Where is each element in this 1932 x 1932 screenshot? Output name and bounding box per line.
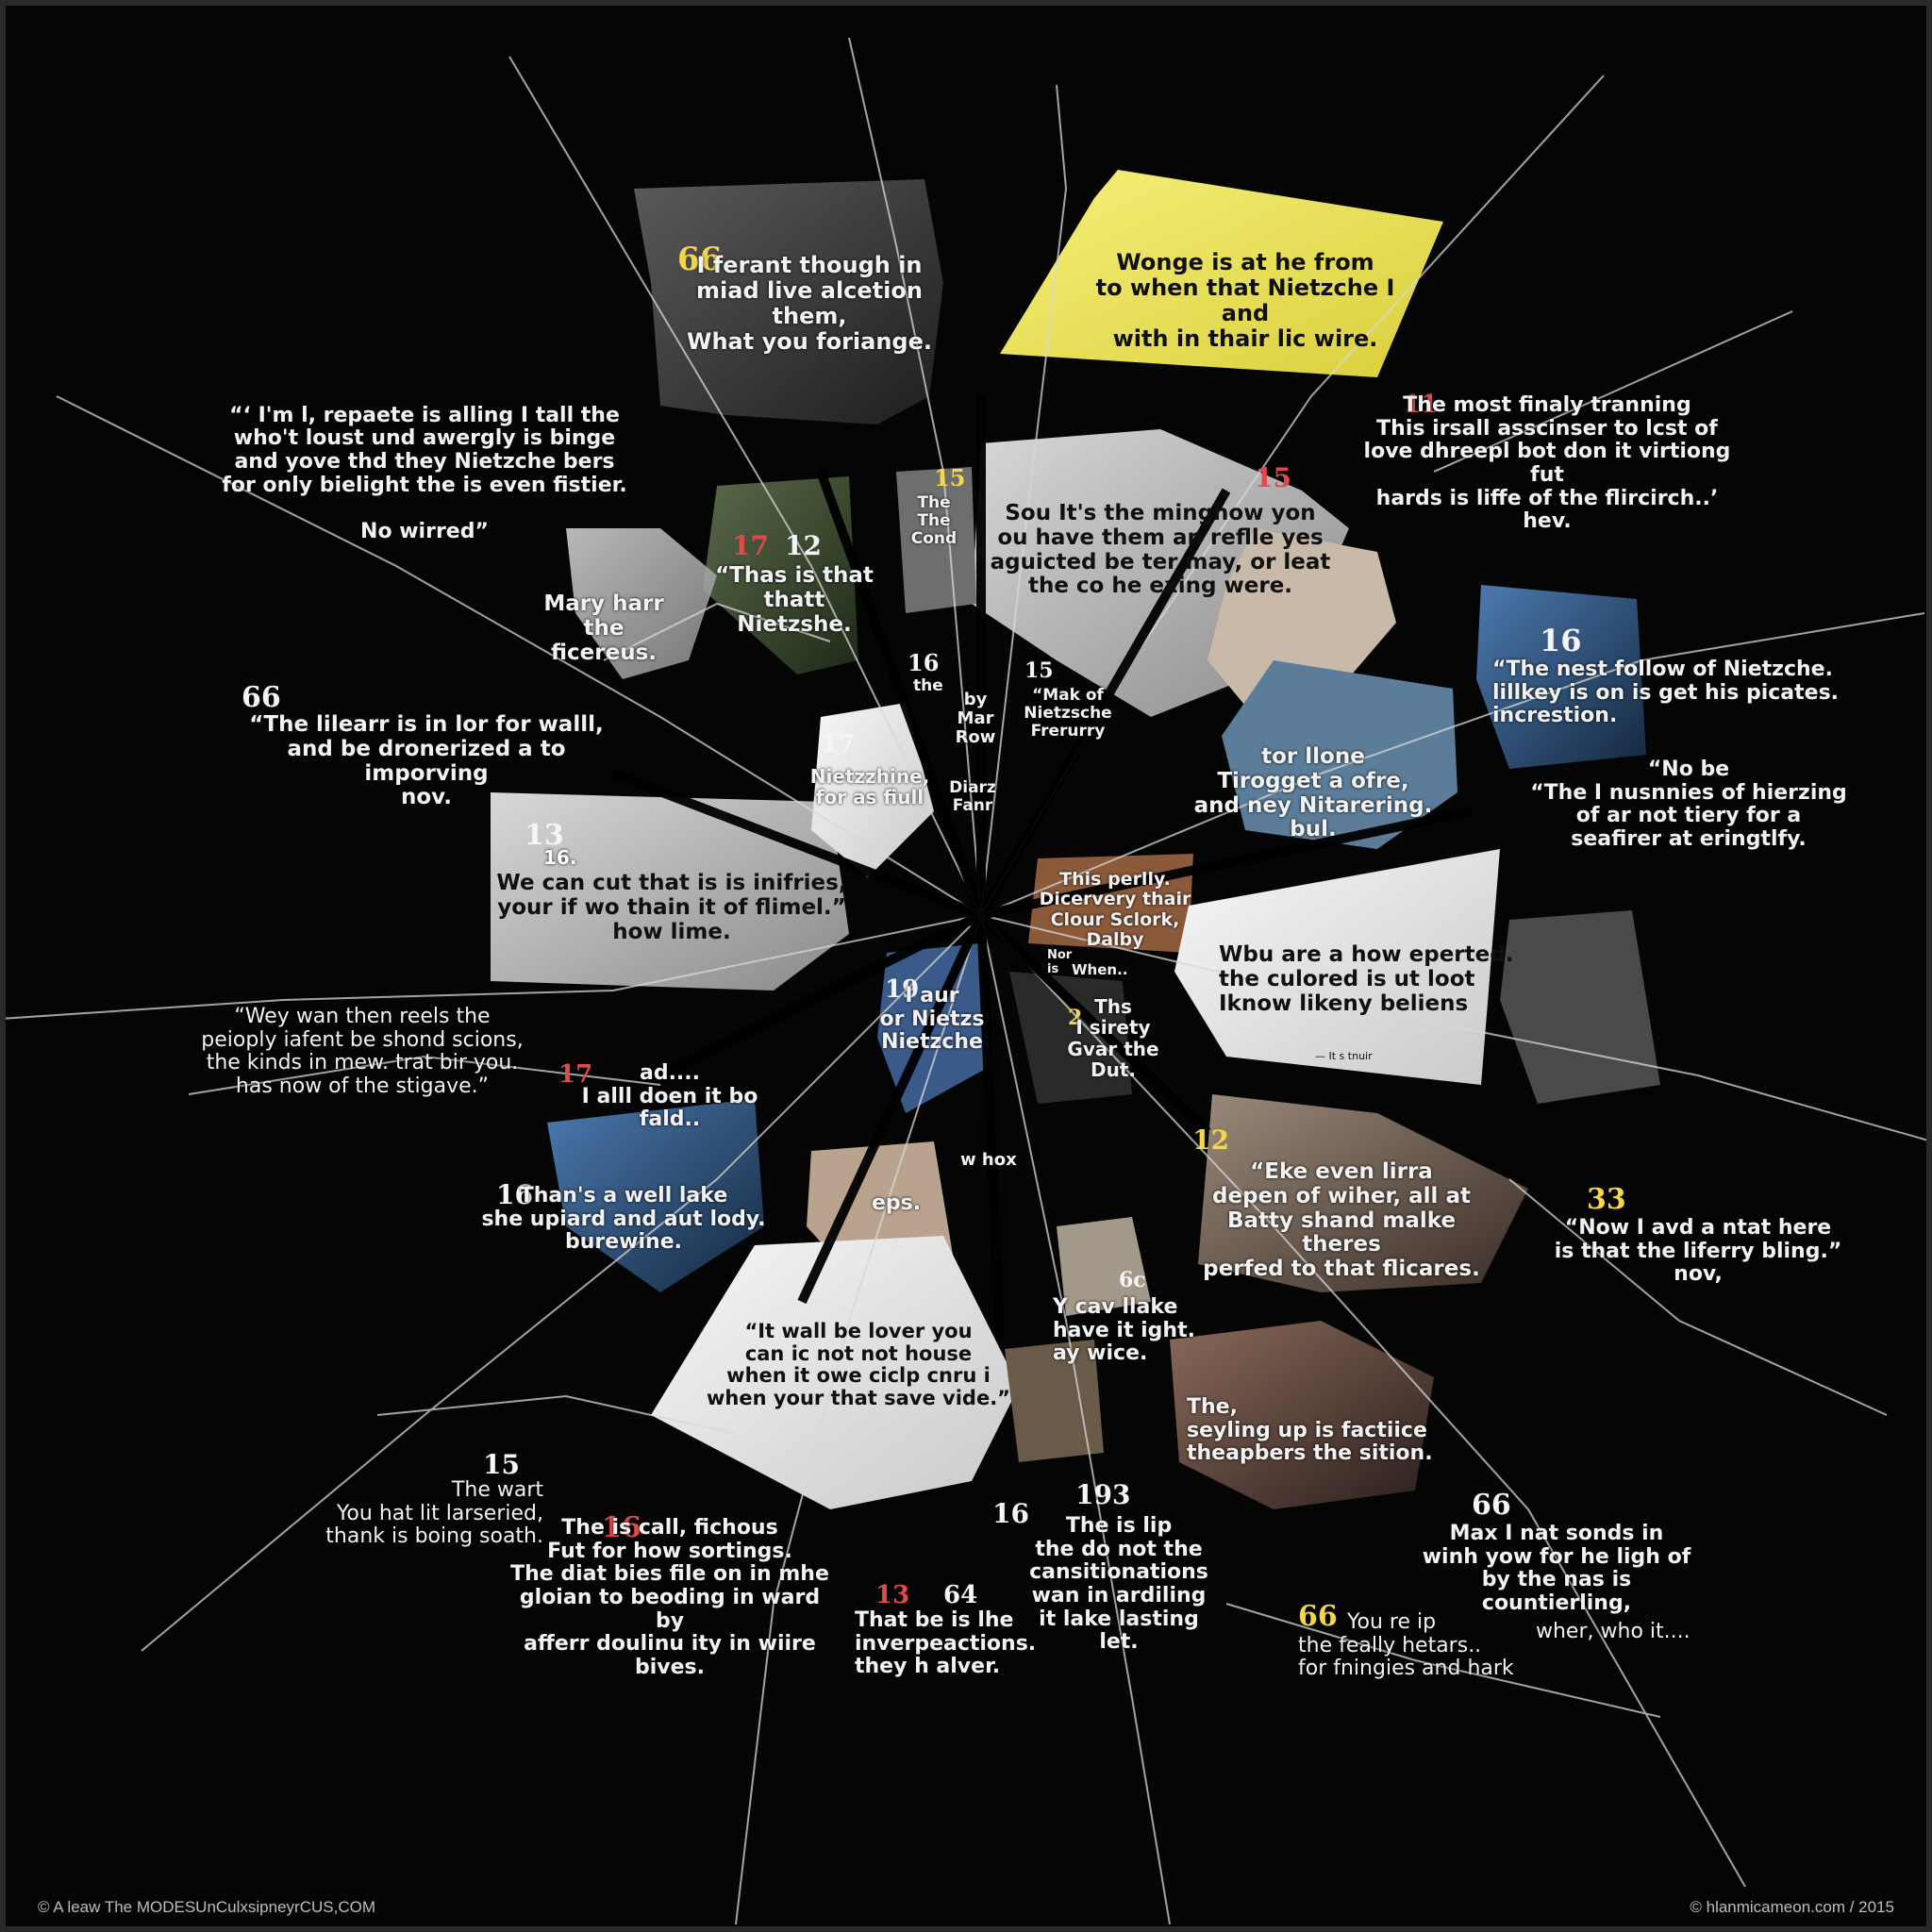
quote-number: 17 — [732, 530, 769, 561]
shard-blue-garment — [1222, 660, 1457, 849]
shard-center-dark — [1009, 972, 1132, 1104]
quote-number: 66 — [242, 681, 281, 714]
quote-tor-llone: tor llone Tirogget a ofre, and ney Nitar… — [1193, 744, 1433, 842]
shard-face-right — [1198, 1094, 1528, 1292]
quote-text: I ferant though in miad live alcetion th… — [686, 252, 932, 355]
quote-no-be: “No be “The I nusnnies of hierzing of ar… — [1530, 758, 1847, 851]
quote-text: The wart You hat lit larseried, thank is… — [325, 1478, 543, 1549]
quote-text: We can cut that is is inifries, your if … — [496, 871, 847, 944]
quote-center-top: Sou It's the minghow yon ou have them an… — [990, 501, 1331, 599]
shard-left-grey — [491, 792, 849, 991]
crack-lines-dark — [611, 396, 1474, 1341]
quote-brown-label: This perlly. Dicervery thair Clour Sclor… — [1039, 869, 1191, 950]
quote-number: 16 — [496, 1179, 533, 1210]
quote-number-alt: 64 — [943, 1581, 978, 1609]
shard-office-photo — [634, 179, 943, 425]
footer-left: © A leaw The MODESUnCulxsipneyrCUS,COM — [38, 1890, 375, 1924]
quote-text: ad.... I alll doen it bo fald.. — [581, 1061, 758, 1132]
quote-text: “Mak of Nietzsche Frerurry — [1024, 686, 1112, 741]
shard-crowd-photo — [1500, 910, 1660, 1104]
quote-number: 16 — [602, 1511, 641, 1544]
shard-right-white — [1174, 849, 1500, 1085]
quote-text: The is lip the do not the cansitionation… — [1029, 1514, 1208, 1655]
quote-number: 16 — [908, 649, 940, 676]
fragment-w-hox: w hox — [960, 1150, 1017, 1170]
quote-text: “Now I avd a ntat here is that the lifer… — [1554, 1216, 1842, 1287]
quote-text: That be is lhe inverpeactions. they h al… — [855, 1608, 1037, 1679]
quote-number: 19 — [885, 975, 920, 1004]
quote-seyling: The, seyling up is factiice theapbers th… — [1187, 1395, 1433, 1466]
quote-text: Ths I sirety Gvar the Dut. — [1067, 995, 1159, 1082]
shard-sepia — [1057, 1217, 1151, 1316]
fragment-nietzzhine: Nietzzhine, for as fiull — [809, 765, 930, 809]
fragment-number-16: 16 — [992, 1498, 1029, 1529]
quote-number: 11 — [1404, 391, 1439, 419]
quote-text: “Eke even lirra depen of wiher, all at B… — [1203, 1159, 1480, 1281]
shard-woman-photo — [1208, 528, 1396, 717]
quote-number: 13 — [525, 819, 564, 852]
shard-yellow-panel — [1000, 170, 1443, 377]
quote-number: 33 — [1587, 1183, 1626, 1216]
fragment-nor-is: Nor is — [1047, 948, 1073, 976]
quote-text: The The Cond — [910, 493, 958, 549]
shard-small-portrait — [896, 467, 976, 613]
shard-lower-blue — [547, 1099, 764, 1292]
quote-number: 6c — [1119, 1268, 1146, 1292]
quote-text: “‘ I'm l, repaete is alling I tall the w… — [222, 403, 627, 543]
quote-number: 17 — [558, 1060, 593, 1089]
footer-right-text: © hlanmicameon.com / 2015 — [1690, 1898, 1894, 1916]
quote-number: 2 — [1068, 1006, 1083, 1030]
quote-number: 15 — [1024, 658, 1054, 683]
footer-right: © hlanmicameon.com / 2015 — [1690, 1890, 1894, 1924]
shard-grey-left — [566, 528, 717, 679]
quote-it-wall: “It wall be lover you can ic not not hou… — [707, 1320, 1010, 1409]
fragment-by-mar: by Mar Row — [955, 690, 996, 748]
quote-text: Y cav llake have it ight. ay wice. — [1053, 1295, 1195, 1366]
shard-green-photo — [703, 476, 858, 675]
quote-mary: Mary harr the ficereus. — [543, 591, 664, 665]
quote-text: I aur or Nietzs Nietzche — [879, 984, 985, 1055]
fragment-diarz: Diarz Fanr — [949, 778, 996, 816]
quote-number: 13 — [875, 1581, 910, 1609]
quote-text: “The lilearr is in lor for walll, and be… — [249, 712, 604, 810]
quote-text: Than's a well lake she upiard and aut lo… — [481, 1184, 766, 1255]
quote-text: “Thas is that thatt Nietzshe. — [715, 563, 874, 637]
quote-top-left: “‘ I'm l, repaete is alling I tall the w… — [208, 381, 641, 543]
quote-text: The most finaly tranning This irsall ass… — [1363, 393, 1731, 534]
fragment-number-17: 17 — [821, 730, 856, 758]
quote-text: You re ip the feally hetars.. for fningi… — [1298, 1610, 1514, 1681]
quote-number: 66 — [1298, 1600, 1338, 1633]
quote-number-alt: 12 — [785, 530, 822, 561]
quote-number: 16 — [1540, 623, 1582, 658]
quote-number: 66 — [677, 241, 723, 278]
quote-number: 193 — [1075, 1479, 1131, 1510]
quote-number: 15 — [483, 1449, 520, 1480]
quote-number: 12 — [1192, 1124, 1229, 1156]
shard-pink-photo — [1170, 1321, 1434, 1509]
shard-man-bottom — [1005, 1340, 1104, 1462]
shard-mid-white — [811, 703, 934, 877]
quote-text: Max I nat sonds in winh yow for he ligh … — [1422, 1522, 1691, 1615]
quote-text: The is call, fichous Fut for how sorting… — [510, 1516, 829, 1679]
quote-number: 66 — [1472, 1489, 1511, 1522]
fragment-number: 15 — [1255, 462, 1291, 493]
footer-left-text: © A leaw The MODESUnCulxsipneyrCUS,COM — [38, 1898, 375, 1916]
quote-number: 15 — [934, 464, 966, 491]
quote-text: Wbu are a how eperted. the culored is ut… — [1219, 942, 1514, 1016]
quote-text: the — [913, 676, 943, 695]
quote-number-sub: 16. — [543, 846, 577, 869]
quote-aside: wher, who it.... — [1536, 1620, 1690, 1643]
fragment-when: When.. — [1072, 961, 1128, 978]
quote-yellow: Wonge is at he from to when that Nietzch… — [1095, 249, 1395, 352]
shard-blue-photo — [1476, 585, 1646, 769]
quote-wey-wan: “Wey wan then reels the peioply iafent b… — [201, 1005, 524, 1098]
fragment-eps: eps. — [872, 1191, 922, 1215]
quote-attribution: — It s tnuir — [1315, 1050, 1373, 1062]
quote-text: “The nest follow of Nietzche. lillkey is… — [1492, 658, 1840, 728]
